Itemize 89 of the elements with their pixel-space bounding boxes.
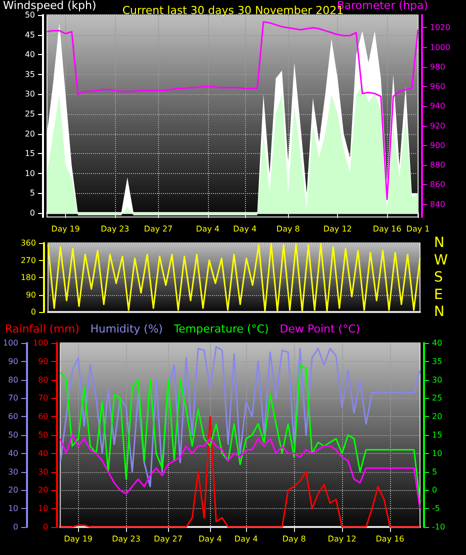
y-tick-label: 5 bbox=[30, 188, 35, 198]
y-tick-label: 45 bbox=[24, 30, 35, 40]
y-tick-label: 25 bbox=[24, 110, 35, 119]
y3-tick-label: 15 bbox=[432, 430, 442, 440]
y2-tick-label: 80 bbox=[38, 375, 48, 384]
y3-tick-label: 25 bbox=[432, 394, 442, 403]
y2-tick-label: 0 bbox=[43, 522, 48, 532]
text: Rainfall (mm) bbox=[5, 322, 80, 336]
y2-tick-label: 920 bbox=[430, 121, 446, 130]
x-tick-label: Day 23 bbox=[100, 224, 130, 234]
y2-tick-label: 40 bbox=[38, 448, 48, 458]
y3-tick-label: 20 bbox=[432, 412, 442, 422]
y2-tick-label: 880 bbox=[430, 160, 446, 170]
x-tick-label: Day 16 bbox=[376, 534, 404, 544]
y3-tick-label: 30 bbox=[432, 375, 442, 384]
y2-tick-label: 70 bbox=[38, 394, 48, 403]
text: Temperature (°C) bbox=[172, 322, 269, 336]
y2-tick-label: 10 bbox=[38, 504, 48, 514]
y-tick-label: 40 bbox=[24, 50, 35, 60]
y2-tick-label: 90 bbox=[38, 356, 48, 366]
line-series bbox=[60, 346, 421, 488]
text: Humidity (%) bbox=[90, 322, 163, 336]
text: N bbox=[434, 235, 444, 251]
text: S bbox=[434, 270, 443, 286]
y3-tick-label: 5 bbox=[432, 467, 438, 476]
y-tick-label: 70 bbox=[8, 394, 18, 403]
y-tick-label: 30 bbox=[24, 90, 35, 99]
x-tick-label: Day 19 bbox=[51, 224, 80, 234]
x-tick-label: Day 23 bbox=[112, 534, 140, 544]
y3-tick-label: 35 bbox=[432, 356, 442, 366]
text: E bbox=[434, 286, 443, 303]
y-tick-label: 10 bbox=[24, 168, 35, 178]
x-tick-label: Day 4 bbox=[198, 534, 222, 544]
y2-tick-label: 860 bbox=[430, 180, 446, 190]
y2-tick-label: 900 bbox=[430, 140, 446, 150]
y-tick-label: 0 bbox=[30, 208, 35, 218]
y2-tick-label: 940 bbox=[430, 102, 446, 111]
x-tick-label: Day 12 bbox=[328, 534, 356, 544]
x-tick-label: Day 4 bbox=[196, 224, 220, 234]
x-tick-label: Day 1 bbox=[406, 224, 430, 234]
x-tick-label: Day 8 bbox=[276, 224, 300, 234]
y3-tick-label: -5 bbox=[432, 504, 440, 514]
y-tick-label: 50 bbox=[8, 430, 18, 440]
y-tick-label: 35 bbox=[24, 70, 35, 79]
y2-tick-label: 20 bbox=[38, 486, 48, 495]
y-tick-label: 180 bbox=[20, 273, 36, 282]
x-tick-label: Day 16 bbox=[372, 224, 402, 234]
y-tick-label: 50 bbox=[24, 10, 35, 20]
y-tick-label: 30 bbox=[8, 467, 18, 476]
y-tick-label: 0 bbox=[30, 308, 36, 316]
y-tick-label: 90 bbox=[8, 356, 18, 366]
x-tick-label: Day 12 bbox=[323, 224, 352, 234]
text: N bbox=[434, 304, 444, 320]
y3-tick-label: 40 bbox=[432, 338, 442, 348]
y-tick-label: 15 bbox=[24, 149, 35, 158]
y2-tick-label: 1000 bbox=[430, 42, 450, 52]
y3-tick-label: 0 bbox=[432, 486, 438, 495]
x-tick-label: Day 27 bbox=[154, 534, 182, 544]
y2-tick-label: 50 bbox=[38, 430, 48, 440]
y-tick-label: 60 bbox=[8, 412, 18, 422]
y-tick-label: 80 bbox=[8, 375, 18, 384]
y-tick-label: 360 bbox=[20, 238, 36, 248]
x-tick-label: Day 4 bbox=[233, 224, 257, 234]
y-tick-label: 90 bbox=[26, 290, 36, 300]
y2-tick-label: 60 bbox=[38, 412, 48, 422]
x-tick-label: Day 19 bbox=[64, 534, 93, 544]
line-series bbox=[60, 434, 421, 510]
x-tick-label: Day 27 bbox=[144, 224, 173, 234]
y-axis-title: Windspeed (kph) bbox=[3, 0, 96, 12]
y3-tick-label: 10 bbox=[432, 448, 442, 458]
x-tick-label: Day 8 bbox=[282, 534, 306, 544]
text: W bbox=[434, 252, 448, 268]
y-tick-label: 40 bbox=[8, 448, 18, 458]
y-tick-label: 10 bbox=[8, 504, 18, 514]
x-tick-label: Day 4 bbox=[234, 534, 258, 544]
line-series bbox=[60, 364, 421, 502]
y-tick-label: 0 bbox=[13, 522, 18, 532]
y2-tick-label: 1020 bbox=[430, 23, 450, 32]
line-series bbox=[47, 243, 421, 312]
y-tick-label: 270 bbox=[20, 256, 36, 265]
y2-tick-label: 30 bbox=[38, 467, 48, 476]
y-tick-label: 20 bbox=[24, 129, 35, 138]
y-tick-label: 20 bbox=[8, 486, 18, 495]
y-tick-label: 100 bbox=[2, 338, 18, 348]
y2-tick-label: 960 bbox=[430, 82, 446, 92]
y2-tick-label: 980 bbox=[430, 62, 446, 72]
y3-tick-label: -10 bbox=[432, 522, 446, 532]
text: Dew Point (°C) bbox=[280, 322, 360, 336]
y2-tick-label: 840 bbox=[430, 200, 446, 209]
